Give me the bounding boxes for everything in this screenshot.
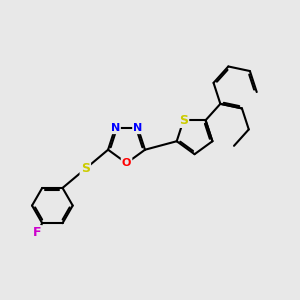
Text: O: O [122,158,131,168]
Text: N: N [110,123,120,133]
Text: F: F [32,226,41,239]
Text: S: S [179,114,188,127]
Text: S: S [81,162,90,175]
Text: N: N [133,123,142,133]
